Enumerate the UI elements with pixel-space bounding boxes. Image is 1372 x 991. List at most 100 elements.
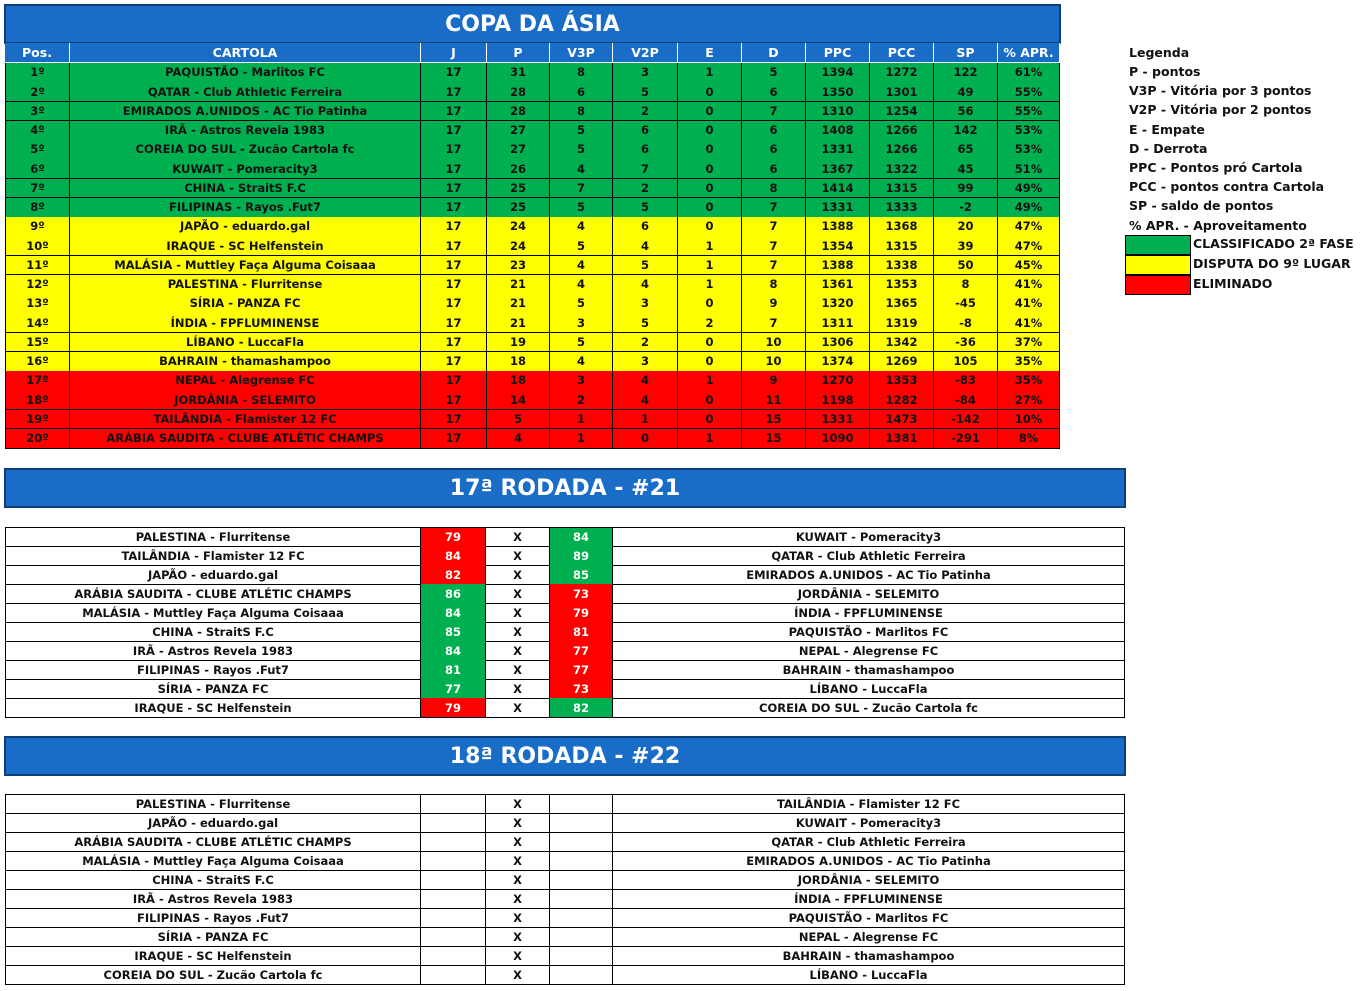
legend-item: V2P - Vitória por 2 pontos: [1129, 102, 1312, 118]
stat-cell: 1353: [870, 371, 934, 391]
stat-cell: 8: [934, 274, 998, 295]
stat-cell: 1368: [870, 217, 934, 237]
stat-cell: -36: [934, 332, 998, 353]
stat-cell: 1365: [870, 294, 934, 314]
stat-cell: 1394: [806, 63, 870, 83]
stat-cell: 1388: [806, 255, 870, 276]
legend-item: SP - saldo de pontos: [1129, 198, 1274, 214]
stat-cell: 49%: [998, 197, 1060, 218]
stat-cell: 24: [487, 236, 550, 256]
home-team: SÍRIA - PANZA FC: [5, 679, 421, 699]
away-team: KUWAIT - Pomeracity3: [613, 527, 1125, 547]
stat-cell: 1361: [806, 274, 870, 295]
away-score: 85: [550, 565, 613, 585]
stat-cell: 45%: [998, 255, 1060, 276]
stat-cell: 4: [550, 255, 613, 276]
stat-cell: 65: [934, 140, 998, 160]
stat-cell: 15: [742, 409, 806, 430]
stat-cell: 2: [613, 178, 678, 199]
stat-cell: 5º: [5, 140, 70, 160]
stat-cell: 35%: [998, 351, 1060, 372]
stat-cell: 17: [421, 120, 487, 141]
away-score: [550, 832, 613, 852]
team-name: SÍRIA - PANZA FC: [70, 294, 421, 314]
stat-cell: 5: [613, 197, 678, 218]
stat-cell: 1414: [806, 178, 870, 199]
legend-title: Legenda: [1129, 45, 1190, 60]
away-team: BAHRAIN - thamashampoo: [613, 946, 1125, 966]
column-header: E: [678, 43, 742, 63]
stat-cell: 26: [487, 159, 550, 179]
versus: X: [486, 794, 550, 814]
home-score: 82: [421, 565, 486, 585]
stat-cell: 99: [934, 178, 998, 199]
home-score: 84: [421, 641, 486, 661]
away-score: [550, 870, 613, 890]
home-team: IRÃ - Astros Revela 1983: [5, 641, 421, 661]
away-team: BAHRAIN - thamashampoo: [613, 660, 1125, 680]
stat-cell: 1301: [870, 82, 934, 102]
away-score: 84: [550, 527, 613, 547]
away-team: KUWAIT - Pomeracity3: [613, 813, 1125, 833]
stat-cell: 17: [421, 255, 487, 276]
team-name: EMIRADOS A.UNIDOS - AC Tio Patinha: [70, 101, 421, 122]
stat-cell: 28: [487, 82, 550, 102]
stat-cell: 21: [487, 313, 550, 333]
stat-cell: 1306: [806, 332, 870, 353]
stat-cell: 1: [678, 428, 742, 449]
away-score: [550, 794, 613, 814]
stat-cell: 17: [421, 159, 487, 179]
home-team: ARÁBIA SAUDITA - CLUBE ATLÉTIC CHAMPS: [5, 832, 421, 852]
stat-cell: -142: [934, 409, 998, 430]
versus: X: [486, 908, 550, 928]
stat-cell: 10: [742, 332, 806, 353]
team-name: LÍBANO - LuccaFla: [70, 332, 421, 353]
versus: X: [486, 870, 550, 890]
legend-swatch: [1125, 235, 1191, 255]
legend-zone-label: DISPUTA DO 9º LUGAR: [1193, 256, 1351, 271]
column-header: D: [742, 43, 806, 63]
stat-cell: 4º: [5, 120, 70, 141]
home-team: JAPÃO - eduardo.gal: [5, 565, 421, 585]
stat-cell: 5: [613, 255, 678, 276]
away-team: JORDÂNIA - SELEMITO: [613, 870, 1125, 890]
away-score: 89: [550, 546, 613, 566]
stat-cell: 9: [742, 294, 806, 314]
legend-item: PCC - pontos contra Cartola: [1129, 179, 1325, 195]
stat-cell: 3: [613, 294, 678, 314]
home-team: IRÃ - Astros Revela 1983: [5, 889, 421, 909]
versus: X: [486, 679, 550, 699]
home-score: [421, 946, 486, 966]
stat-cell: 1266: [870, 140, 934, 160]
stat-cell: 2: [550, 390, 613, 410]
stat-cell: 1381: [870, 428, 934, 449]
stat-cell: 4: [613, 274, 678, 295]
versus: X: [486, 698, 550, 718]
stat-cell: 1269: [870, 351, 934, 372]
round-title: 18ª RODADA - #22: [4, 736, 1126, 776]
stat-cell: 10º: [5, 236, 70, 256]
legend-swatch: [1125, 255, 1191, 275]
stat-cell: 1311: [806, 313, 870, 333]
stat-cell: 61%: [998, 63, 1060, 83]
stat-cell: 39: [934, 236, 998, 256]
stat-cell: 17: [421, 101, 487, 122]
stat-cell: 7: [742, 197, 806, 218]
versus: X: [486, 527, 550, 547]
away-team: QATAR - Club Athletic Ferreira: [613, 832, 1125, 852]
stat-cell: 6: [550, 82, 613, 102]
stat-cell: 3: [613, 351, 678, 372]
stat-cell: 15º: [5, 332, 70, 353]
home-team: COREIA DO SUL - Zucão Cartola fc: [5, 965, 421, 985]
stat-cell: 7º: [5, 178, 70, 199]
stat-cell: 0: [613, 428, 678, 449]
column-header: PPC: [806, 43, 870, 63]
away-score: [550, 927, 613, 947]
stat-cell: 47%: [998, 217, 1060, 237]
legend-zone-label: CLASSIFICADO 2ª FASE: [1193, 236, 1354, 251]
stat-cell: 17: [421, 63, 487, 83]
column-header: J: [421, 43, 487, 63]
away-score: 73: [550, 584, 613, 604]
stat-cell: 1319: [870, 313, 934, 333]
stat-cell: 3: [550, 371, 613, 391]
